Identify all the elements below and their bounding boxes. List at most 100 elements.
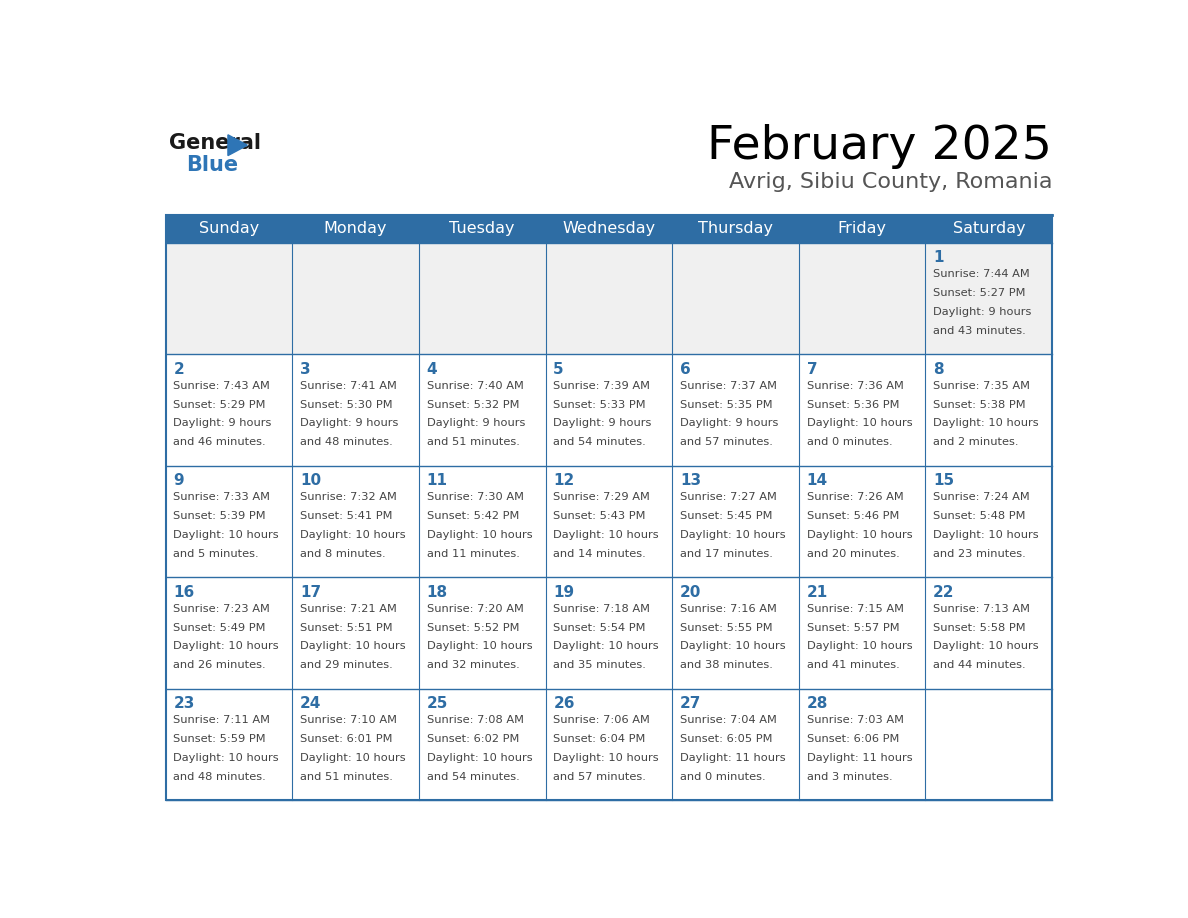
Text: Daylight: 10 hours: Daylight: 10 hours: [173, 753, 279, 763]
Text: Sunset: 5:57 PM: Sunset: 5:57 PM: [807, 622, 899, 633]
Text: Blue: Blue: [187, 155, 239, 174]
Bar: [292, 354, 419, 465]
Text: Sunset: 5:29 PM: Sunset: 5:29 PM: [173, 399, 266, 409]
Text: Sunrise: 7:35 AM: Sunrise: 7:35 AM: [934, 381, 1030, 391]
Text: and 43 minutes.: and 43 minutes.: [934, 326, 1026, 336]
Text: 3: 3: [299, 362, 310, 376]
Text: Daylight: 10 hours: Daylight: 10 hours: [554, 642, 659, 652]
Text: Sunrise: 7:33 AM: Sunrise: 7:33 AM: [173, 492, 271, 502]
Bar: [292, 688, 419, 800]
Text: and 44 minutes.: and 44 minutes.: [934, 660, 1026, 670]
Bar: [672, 215, 798, 242]
Text: Sunrise: 7:13 AM: Sunrise: 7:13 AM: [934, 604, 1030, 613]
Bar: [419, 242, 545, 354]
Text: Sunrise: 7:26 AM: Sunrise: 7:26 AM: [807, 492, 903, 502]
Text: Sunset: 5:58 PM: Sunset: 5:58 PM: [934, 622, 1026, 633]
Text: Sunrise: 7:08 AM: Sunrise: 7:08 AM: [426, 715, 524, 725]
Bar: [672, 577, 798, 688]
Text: Sunrise: 7:15 AM: Sunrise: 7:15 AM: [807, 604, 904, 613]
Bar: [165, 465, 292, 577]
Text: Sunrise: 7:41 AM: Sunrise: 7:41 AM: [299, 381, 397, 391]
Text: Sunset: 5:30 PM: Sunset: 5:30 PM: [299, 399, 392, 409]
Text: 4: 4: [426, 362, 437, 376]
Bar: [925, 215, 1053, 242]
Text: Daylight: 10 hours: Daylight: 10 hours: [299, 642, 405, 652]
Text: and 29 minutes.: and 29 minutes.: [299, 660, 393, 670]
Text: Sunset: 5:41 PM: Sunset: 5:41 PM: [299, 511, 392, 521]
Bar: [798, 242, 925, 354]
Text: Daylight: 9 hours: Daylight: 9 hours: [426, 419, 525, 429]
Bar: [165, 215, 292, 242]
Text: Sunset: 5:55 PM: Sunset: 5:55 PM: [680, 622, 772, 633]
Text: Sunrise: 7:11 AM: Sunrise: 7:11 AM: [173, 715, 271, 725]
Bar: [672, 242, 798, 354]
Text: Daylight: 10 hours: Daylight: 10 hours: [807, 642, 912, 652]
Text: 15: 15: [934, 474, 954, 488]
Bar: [292, 215, 419, 242]
Text: Thursday: Thursday: [699, 221, 773, 236]
Bar: [419, 215, 545, 242]
Text: Daylight: 10 hours: Daylight: 10 hours: [807, 419, 912, 429]
Text: 11: 11: [426, 474, 448, 488]
Text: Sunrise: 7:37 AM: Sunrise: 7:37 AM: [680, 381, 777, 391]
Text: Daylight: 9 hours: Daylight: 9 hours: [173, 419, 272, 429]
Text: 10: 10: [299, 474, 321, 488]
Text: and 2 minutes.: and 2 minutes.: [934, 437, 1019, 447]
Text: 22: 22: [934, 585, 955, 599]
Text: and 5 minutes.: and 5 minutes.: [173, 549, 259, 559]
Bar: [545, 354, 672, 465]
Bar: [925, 242, 1053, 354]
Text: Sunrise: 7:03 AM: Sunrise: 7:03 AM: [807, 715, 904, 725]
Text: Daylight: 9 hours: Daylight: 9 hours: [554, 419, 652, 429]
Text: Sunset: 5:27 PM: Sunset: 5:27 PM: [934, 288, 1025, 298]
Text: Sunset: 6:04 PM: Sunset: 6:04 PM: [554, 734, 645, 744]
Bar: [419, 577, 545, 688]
Text: 9: 9: [173, 474, 184, 488]
Text: Daylight: 10 hours: Daylight: 10 hours: [299, 530, 405, 540]
Text: 2: 2: [173, 362, 184, 376]
Text: Tuesday: Tuesday: [449, 221, 514, 236]
Text: 5: 5: [554, 362, 564, 376]
Text: Sunset: 5:42 PM: Sunset: 5:42 PM: [426, 511, 519, 521]
Text: 17: 17: [299, 585, 321, 599]
Text: Sunset: 5:48 PM: Sunset: 5:48 PM: [934, 511, 1025, 521]
Text: Avrig, Sibiu County, Romania: Avrig, Sibiu County, Romania: [728, 172, 1053, 192]
Bar: [419, 465, 545, 577]
Bar: [545, 577, 672, 688]
Text: Friday: Friday: [838, 221, 886, 236]
Text: and 46 minutes.: and 46 minutes.: [173, 437, 266, 447]
Bar: [165, 688, 292, 800]
Bar: [545, 465, 672, 577]
Text: Daylight: 10 hours: Daylight: 10 hours: [934, 530, 1038, 540]
Bar: [545, 215, 672, 242]
Text: 14: 14: [807, 474, 828, 488]
Text: 6: 6: [680, 362, 690, 376]
Bar: [545, 688, 672, 800]
Bar: [925, 577, 1053, 688]
Bar: [798, 354, 925, 465]
Bar: [419, 354, 545, 465]
Text: Daylight: 10 hours: Daylight: 10 hours: [554, 530, 659, 540]
Bar: [672, 465, 798, 577]
Text: 19: 19: [554, 585, 574, 599]
Text: Sunset: 5:51 PM: Sunset: 5:51 PM: [299, 622, 392, 633]
Text: Daylight: 10 hours: Daylight: 10 hours: [426, 642, 532, 652]
Text: and 26 minutes.: and 26 minutes.: [173, 660, 266, 670]
Bar: [925, 688, 1053, 800]
Bar: [292, 242, 419, 354]
Text: Sunset: 5:36 PM: Sunset: 5:36 PM: [807, 399, 899, 409]
Text: Daylight: 10 hours: Daylight: 10 hours: [680, 642, 785, 652]
Text: 8: 8: [934, 362, 944, 376]
Text: Sunrise: 7:39 AM: Sunrise: 7:39 AM: [554, 381, 650, 391]
Text: and 0 minutes.: and 0 minutes.: [680, 772, 765, 782]
Bar: [798, 577, 925, 688]
Text: and 8 minutes.: and 8 minutes.: [299, 549, 386, 559]
Text: Sunset: 5:32 PM: Sunset: 5:32 PM: [426, 399, 519, 409]
Text: Daylight: 10 hours: Daylight: 10 hours: [426, 753, 532, 763]
Text: Daylight: 9 hours: Daylight: 9 hours: [934, 307, 1031, 317]
Text: 16: 16: [173, 585, 195, 599]
Text: and 41 minutes.: and 41 minutes.: [807, 660, 899, 670]
Bar: [672, 354, 798, 465]
Text: 26: 26: [554, 696, 575, 711]
Text: and 51 minutes.: and 51 minutes.: [426, 437, 519, 447]
